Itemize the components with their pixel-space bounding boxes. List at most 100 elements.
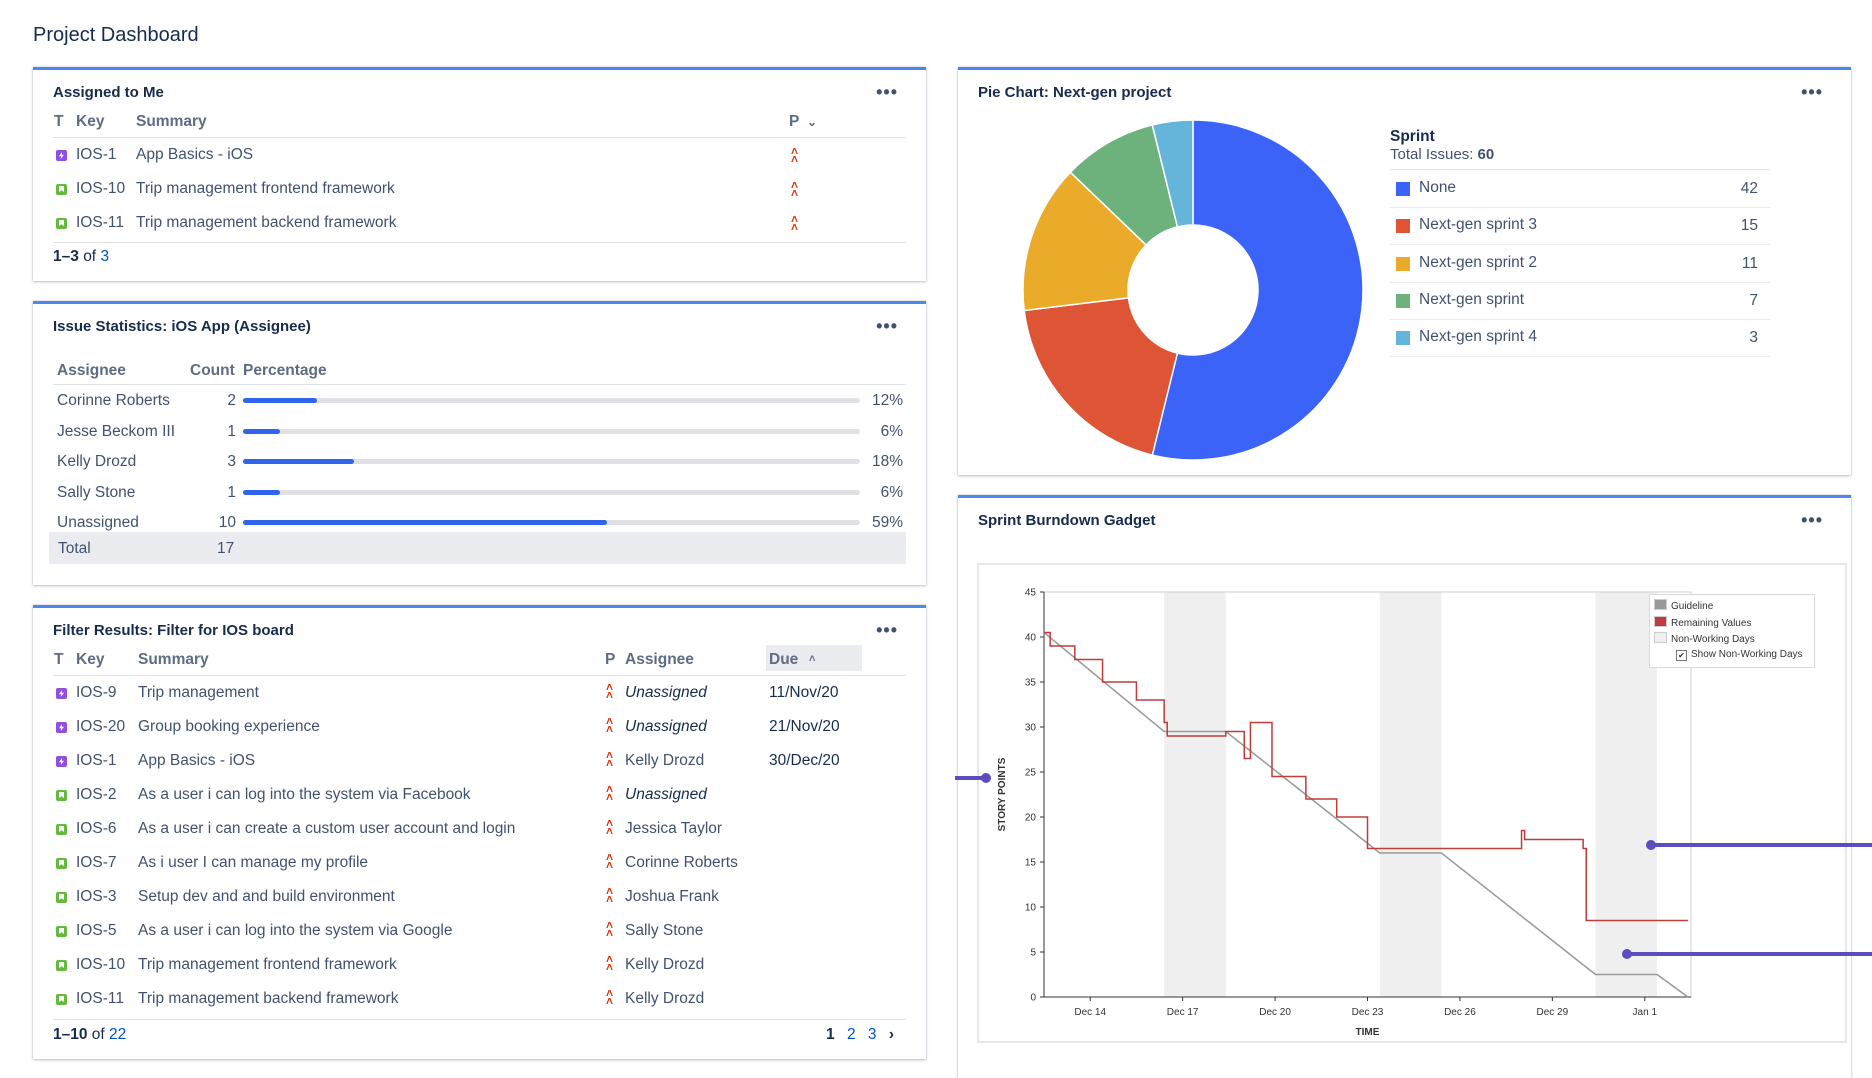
issue-summary[interactable]: Trip management backend framework	[136, 214, 397, 231]
legend-label[interactable]: Next-gen sprint	[1419, 290, 1525, 308]
issue-summary[interactable]: App Basics - iOS	[138, 752, 256, 769]
next-page-icon[interactable]: ›	[888, 1026, 894, 1043]
assignee[interactable]: Joshua Frank	[625, 888, 719, 905]
legend-label[interactable]: None	[1419, 179, 1457, 196]
col-key-header[interactable]: Key	[76, 113, 105, 130]
col-assignee-header[interactable]: Assignee	[625, 651, 694, 668]
assignee[interactable]: Unassigned	[625, 786, 707, 803]
assignee[interactable]: Unassigned	[625, 684, 707, 701]
issue-key[interactable]: IOS-6	[76, 820, 117, 837]
burndown-legend-item[interactable]: Remaining Values	[1654, 615, 1751, 629]
issue-summary[interactable]: Trip management frontend framework	[136, 180, 395, 197]
assignee[interactable]: Jessica Taylor	[625, 820, 723, 837]
issue-count[interactable]: 1	[227, 483, 236, 501]
issue-summary[interactable]: As a user i can create a custom user acc…	[138, 820, 516, 837]
assignee-name[interactable]: Kelly Drozd	[57, 453, 137, 471]
burndown-menu-button[interactable]: •••	[1801, 510, 1823, 530]
issue-key[interactable]: IOS-11	[76, 990, 124, 1007]
issue-key[interactable]: IOS-11	[76, 214, 124, 231]
issue-key[interactable]: IOS-2	[76, 786, 117, 803]
stats-menu-button[interactable]: •••	[876, 316, 898, 336]
issue-key[interactable]: IOS-7	[76, 854, 117, 871]
filter-total-link[interactable]: 22	[109, 1026, 127, 1043]
checkbox-icon[interactable]: ✔	[1676, 650, 1687, 661]
col-due-header[interactable]: Due	[769, 651, 799, 668]
table-row[interactable]: IOS-6 As a user i can create a custom use…	[53, 812, 906, 846]
assignee-name[interactable]: Sally Stone	[57, 483, 136, 501]
stats-row[interactable]: Kelly Drozd 3 18%	[53, 447, 906, 477]
sort-up-icon[interactable]: ˄	[809, 653, 816, 665]
issue-count[interactable]: 10	[218, 514, 236, 532]
assignee-name[interactable]: Jesse Beckom III	[57, 422, 176, 440]
issue-summary[interactable]: As a user i can log into the system via …	[138, 922, 453, 939]
col-key-header[interactable]: Key	[76, 651, 105, 668]
assignee[interactable]: Sally Stone	[625, 922, 704, 939]
pie-slice-0[interactable]	[1151, 119, 1364, 461]
legend-label[interactable]: Next-gen sprint 2	[1419, 253, 1538, 271]
issue-key[interactable]: IOS-9	[76, 684, 117, 701]
legend-item[interactable]: Next-gen sprint 2 11	[1390, 245, 1770, 283]
issue-summary[interactable]: Group booking experience	[138, 718, 320, 735]
issue-key[interactable]: IOS-1	[76, 146, 117, 163]
issue-summary[interactable]: Trip management	[138, 684, 259, 701]
table-row[interactable]: IOS-11 Trip management backend framework ˄…	[53, 206, 906, 240]
table-row[interactable]: IOS-1 App Basics - iOS ˄ ˄	[53, 138, 906, 172]
assigned-total-link[interactable]: 3	[100, 248, 110, 265]
issue-key[interactable]: IOS-5	[76, 922, 117, 939]
legend-label[interactable]: Next-gen sprint 4	[1419, 328, 1538, 346]
col-summary-header[interactable]: Summary	[138, 651, 209, 668]
table-row[interactable]: IOS-7 As i user I can manage my profile ˄ ˄…	[53, 846, 906, 880]
col-summary-header[interactable]: Summary	[136, 113, 207, 130]
legend-item[interactable]: Next-gen sprint 7	[1390, 282, 1770, 320]
stats-row[interactable]: Sally Stone 1 6%	[53, 478, 906, 508]
issue-summary[interactable]: As i user I can manage my profile	[138, 854, 369, 871]
stats-row[interactable]: Corinne Roberts 2 12%	[53, 386, 906, 416]
assignee[interactable]: Kelly Drozd	[625, 752, 705, 769]
legend-label[interactable]: Next-gen sprint 3	[1419, 216, 1538, 234]
issue-key[interactable]: IOS-20	[76, 718, 126, 735]
burndown-legend-item[interactable]: Non-Working Days	[1654, 632, 1755, 645]
assignee-name[interactable]: Corinne Roberts	[57, 392, 170, 409]
issue-summary[interactable]: Trip management frontend framework	[138, 956, 397, 973]
table-row[interactable]: IOS-20 Group booking experience ˄ ˄ Unassign…	[53, 710, 906, 744]
issue-count[interactable]: 3	[227, 453, 236, 471]
table-row[interactable]: IOS-3 Setup dev and and build environment…	[53, 880, 906, 914]
issue-key[interactable]: IOS-3	[76, 888, 117, 905]
issue-summary[interactable]: App Basics - iOS	[136, 146, 254, 163]
issue-summary[interactable]: Setup dev and and build environment	[138, 888, 395, 905]
assignee[interactable]: Unassigned	[625, 718, 707, 735]
issue-key[interactable]: IOS-10	[76, 180, 126, 197]
stats-row[interactable]: Jesse Beckom III 1 6%	[53, 417, 906, 447]
legend-item[interactable]: None 42	[1390, 170, 1770, 208]
assignee[interactable]: Kelly Drozd	[625, 956, 705, 973]
table-row[interactable]: IOS-1 App Basics - iOS ˄ ˄ Kelly Drozd 30/Dec…	[53, 744, 906, 778]
table-row[interactable]: IOS-10 Trip management frontend framework…	[53, 172, 906, 206]
stats-row[interactable]: Unassigned 10 59%	[53, 508, 906, 538]
issue-summary[interactable]: As a user i can log into the system via …	[138, 786, 471, 803]
col-priority-header[interactable]: P	[789, 113, 800, 130]
assignee[interactable]: Kelly Drozd	[625, 990, 705, 1007]
assignee-name[interactable]: Unassigned	[57, 514, 139, 532]
assigned-menu-button[interactable]: •••	[876, 82, 898, 102]
table-row[interactable]: IOS-9 Trip management ˄ ˄ Unassigned 11/Nov/2…	[53, 676, 906, 710]
issue-key[interactable]: IOS-1	[76, 752, 117, 769]
page-2-link[interactable]: 2	[846, 1026, 856, 1043]
legend-item[interactable]: Next-gen sprint 3 15	[1390, 207, 1770, 246]
pie-slice-1[interactable]	[1023, 297, 1179, 456]
page-1-link[interactable]: 1	[826, 1026, 835, 1043]
issue-key[interactable]: IOS-10	[76, 956, 126, 973]
pie-menu-button[interactable]: •••	[1801, 82, 1823, 102]
assignee[interactable]: Corinne Roberts	[625, 854, 738, 871]
table-row[interactable]: IOS-5 As a user i can log into the system…	[53, 914, 906, 948]
table-row[interactable]: IOS-10 Trip management frontend framework…	[53, 948, 906, 982]
table-row[interactable]: IOS-11 Trip management backend framework ˄…	[53, 982, 906, 1016]
table-row[interactable]: IOS-2 As a user i can log into the system…	[53, 778, 906, 812]
issue-count[interactable]: 2	[227, 392, 236, 409]
filter-menu-button[interactable]: •••	[876, 620, 898, 640]
legend-item[interactable]: Next-gen sprint 4 3	[1390, 319, 1770, 358]
burndown-legend-item[interactable]: Guideline	[1654, 599, 1713, 612]
page-3-link[interactable]: 3	[867, 1026, 877, 1043]
issue-count[interactable]: 1	[227, 422, 236, 440]
sort-chevron-icon[interactable]: ⌄	[807, 115, 818, 129]
issue-summary[interactable]: Trip management backend framework	[138, 990, 399, 1007]
